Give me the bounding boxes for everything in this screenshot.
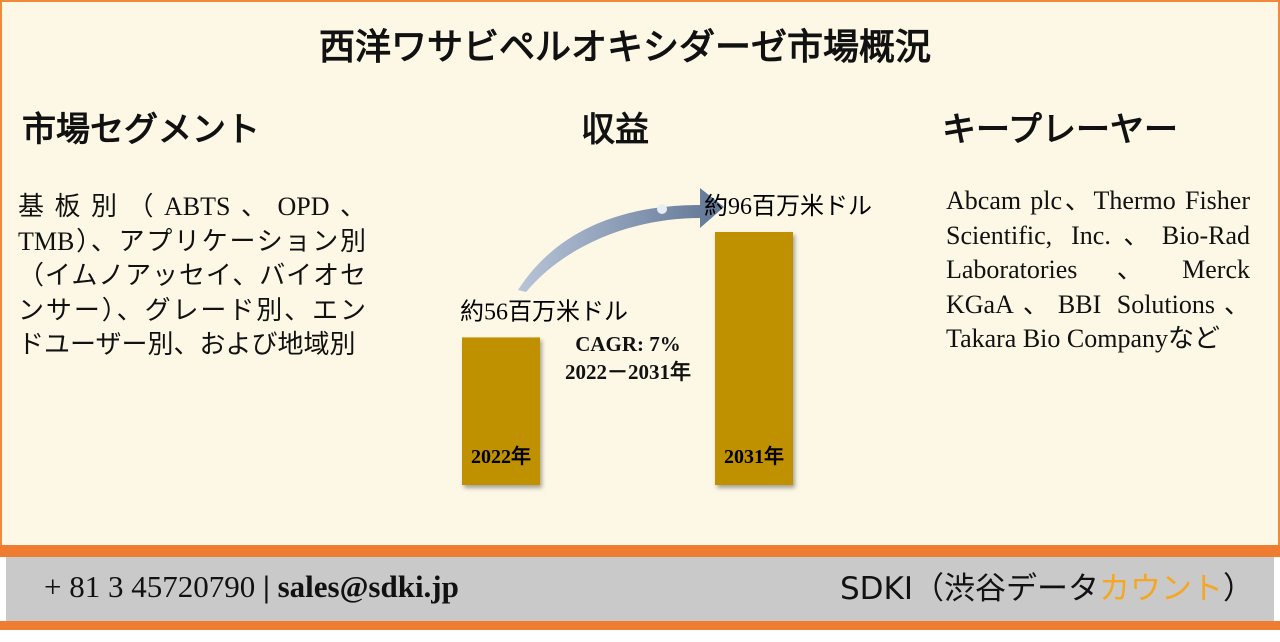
cagr-period: 2022－2031年 bbox=[565, 360, 691, 384]
cagr: CAGR: 7% 2022－2031年 bbox=[548, 330, 708, 386]
footer: + 81 3 45720790 | sales@sdki.jp SDKI（渋谷デ… bbox=[6, 557, 1274, 621]
cagr-value: CAGR: 7% bbox=[575, 332, 681, 356]
segments-text: 基板別（ABTS、OPD、TMB）、アプリケーション別（イムノアッセイ、バイオセ… bbox=[18, 192, 366, 359]
players-text: Abcam plc、Thermo Fisher Scientific, Inc.… bbox=[946, 186, 1250, 353]
brand-end: ） bbox=[1223, 571, 1254, 607]
growth-arrow bbox=[518, 188, 724, 292]
brand-name: SDKI（渋谷データ bbox=[839, 571, 1099, 607]
arrow-dot bbox=[657, 204, 667, 214]
band bbox=[0, 545, 1280, 557]
panel bbox=[0, 0, 1280, 547]
category-label: 2022年 bbox=[471, 444, 531, 468]
segments-heading: 市場セグメント bbox=[22, 112, 260, 149]
bar bbox=[715, 232, 793, 485]
bar bbox=[462, 337, 540, 485]
band bbox=[0, 621, 1280, 630]
brand-highlight: カウント bbox=[1099, 571, 1223, 607]
contact: + 81 3 45720790 | sales@sdki.jp bbox=[44, 569, 459, 605]
title: 西洋ワサビペルオキシダーゼ市場概況 bbox=[318, 27, 931, 67]
value-label: 約56百万米ドル bbox=[460, 298, 628, 325]
brand: SDKI（渋谷データカウント） bbox=[840, 563, 1254, 608]
separator: | bbox=[262, 569, 270, 604]
players-heading: キープレーヤー bbox=[942, 112, 1178, 149]
phone: + 81 3 45720790 bbox=[44, 569, 256, 604]
email: sales@sdki.jp bbox=[277, 569, 459, 604]
category-label: 2031年 bbox=[724, 444, 784, 468]
revenue-heading: 収益 bbox=[581, 112, 649, 149]
value-label: 約96百万米ドル bbox=[704, 193, 872, 220]
